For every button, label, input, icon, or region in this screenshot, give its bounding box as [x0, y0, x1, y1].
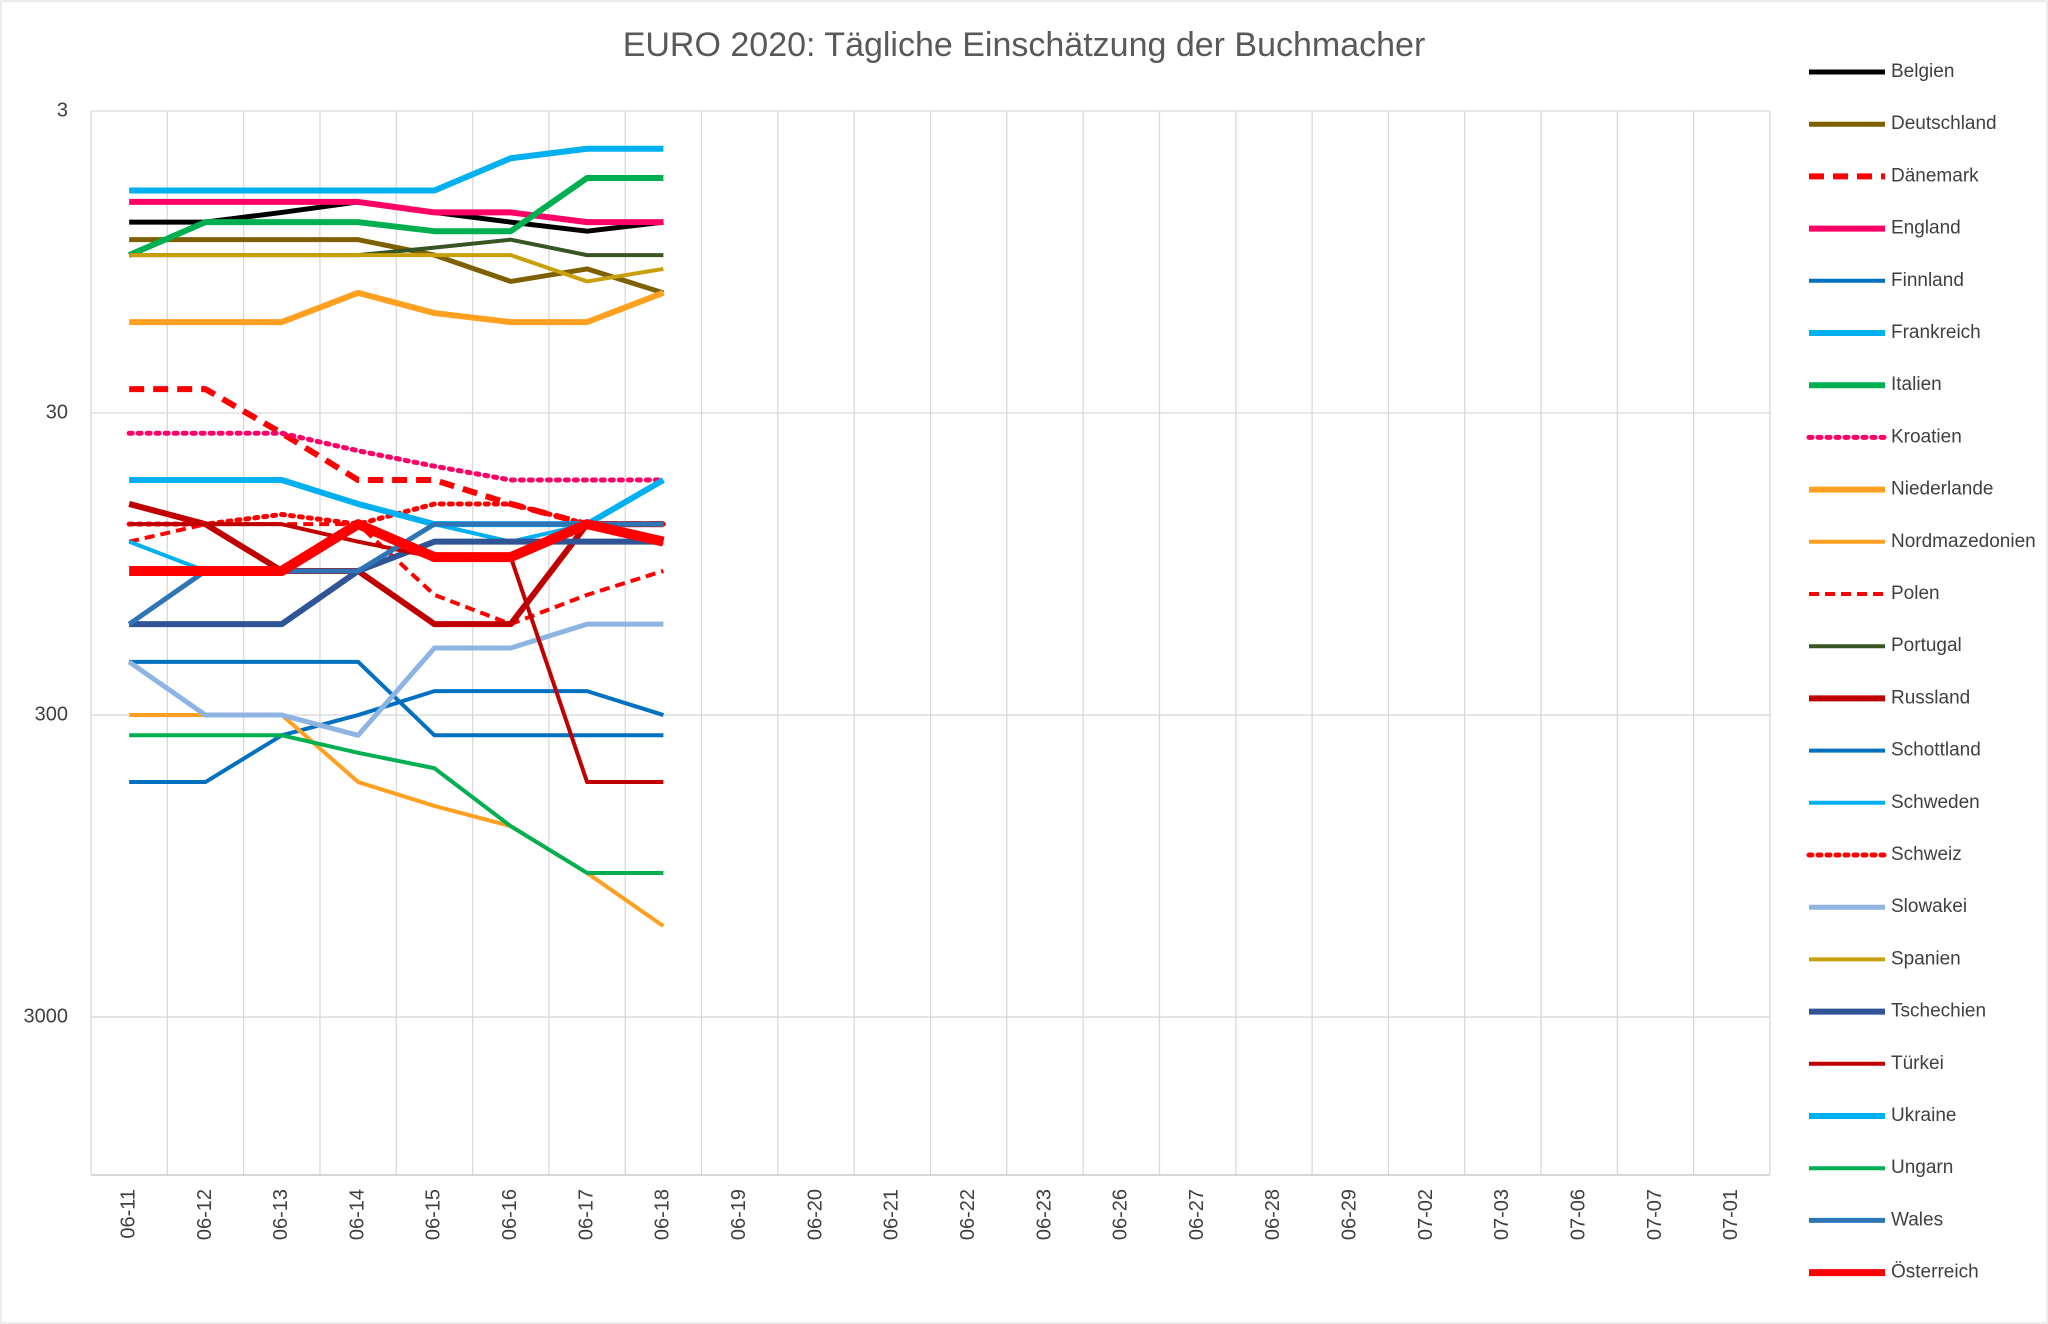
series-line: [129, 289, 665, 326]
x-tick-label: 06-20: [804, 1189, 826, 1240]
series-line: [129, 386, 664, 528]
x-tick-label: 06-13: [270, 1189, 292, 1240]
line-path: [129, 198, 664, 226]
legend-label: Ungarn: [1891, 1157, 1953, 1178]
series-line: [129, 689, 664, 785]
legend-label: Portugal: [1891, 635, 1962, 656]
y-tick-label: 30: [46, 401, 68, 423]
line-path: [129, 689, 664, 785]
x-tick-label: 06-27: [1186, 1189, 1208, 1240]
series-line: [127, 175, 664, 258]
legend-label: Türkei: [1891, 1053, 1944, 1074]
x-tick-label: 06-12: [194, 1189, 216, 1240]
legend-label: Kroatien: [1891, 426, 1962, 447]
line-path: [129, 733, 664, 875]
legend-label: Deutschland: [1891, 113, 1997, 134]
series-line: [129, 659, 664, 738]
line-path: [127, 175, 664, 258]
series-line: [128, 522, 664, 627]
series-line: [129, 198, 664, 226]
y-tick-label: 3: [57, 99, 68, 121]
legend-label: Italien: [1891, 374, 1942, 395]
legend-label: Spanien: [1891, 948, 1961, 969]
series-line: [126, 430, 666, 483]
legend-label: Frankreich: [1891, 322, 1981, 343]
legend-label: Schweiz: [1891, 844, 1962, 865]
x-tick-label: 06-26: [1110, 1189, 1132, 1240]
x-tick-label: 06-22: [957, 1189, 979, 1240]
legend-label: Niederlande: [1891, 479, 1993, 500]
x-tick-label: 06-19: [728, 1189, 750, 1240]
x-tick-label: 06-14: [346, 1189, 368, 1240]
legend-label: Finnland: [1891, 270, 1964, 291]
legend-label: Tschechien: [1891, 1001, 1986, 1022]
x-tick-label: 06-21: [881, 1189, 903, 1240]
x-tick-label: 06-15: [423, 1189, 445, 1240]
legend-label: Belgien: [1891, 61, 1954, 82]
line-path: [129, 538, 664, 628]
x-tick-label: 07-02: [1415, 1189, 1437, 1240]
series-line: [129, 538, 664, 628]
series-line: [129, 145, 664, 194]
series-line: [127, 621, 664, 738]
chart-title: EURO 2020: Tägliche Einschätzung der Buc…: [623, 26, 1426, 64]
line-path: [129, 289, 665, 326]
line-path: [126, 430, 666, 483]
series-line: [129, 519, 665, 576]
legend-label: England: [1891, 218, 1961, 239]
x-tick-label: 06-17: [575, 1189, 597, 1240]
legend-label: Russland: [1891, 687, 1970, 708]
line-path: [129, 519, 665, 576]
y-tick-label: 3000: [24, 1005, 69, 1027]
series-line: [129, 253, 664, 284]
x-tick-label: 07-06: [1567, 1189, 1589, 1240]
x-tick-label: 06-11: [117, 1189, 139, 1239]
line-path: [129, 659, 664, 738]
line-path: [129, 237, 665, 296]
series-line: [129, 733, 664, 875]
x-tick-label: 06-29: [1339, 1189, 1361, 1240]
line-path: [129, 145, 664, 194]
y-tick-label: 300: [35, 703, 68, 725]
x-tick-label: 07-03: [1491, 1189, 1513, 1240]
legend-label: Wales: [1891, 1209, 1943, 1230]
legend-label: Dänemark: [1891, 165, 1979, 186]
legend-label: Nordmazedonien: [1891, 531, 2036, 552]
x-tick-label: 07-07: [1644, 1189, 1666, 1240]
line-path: [129, 386, 664, 528]
legend-label: Österreich: [1891, 1262, 1979, 1283]
line-path: [129, 253, 664, 284]
x-tick-label: 07-01: [1720, 1189, 1742, 1240]
x-tick-label: 06-28: [1262, 1189, 1284, 1240]
legend-label: Schweden: [1891, 792, 1980, 813]
line-path: [128, 522, 664, 627]
x-tick-label: 06-18: [652, 1189, 674, 1240]
line-path: [127, 621, 664, 738]
series-line: [129, 237, 665, 296]
legend-label: Schottland: [1891, 740, 1981, 761]
x-tick-label: 06-23: [1033, 1189, 1055, 1240]
x-tick-label: 06-16: [499, 1189, 521, 1240]
legend-label: Ukraine: [1891, 1105, 1956, 1126]
legend-label: Polen: [1891, 583, 1940, 604]
legend-label: Slowakei: [1891, 896, 1967, 917]
